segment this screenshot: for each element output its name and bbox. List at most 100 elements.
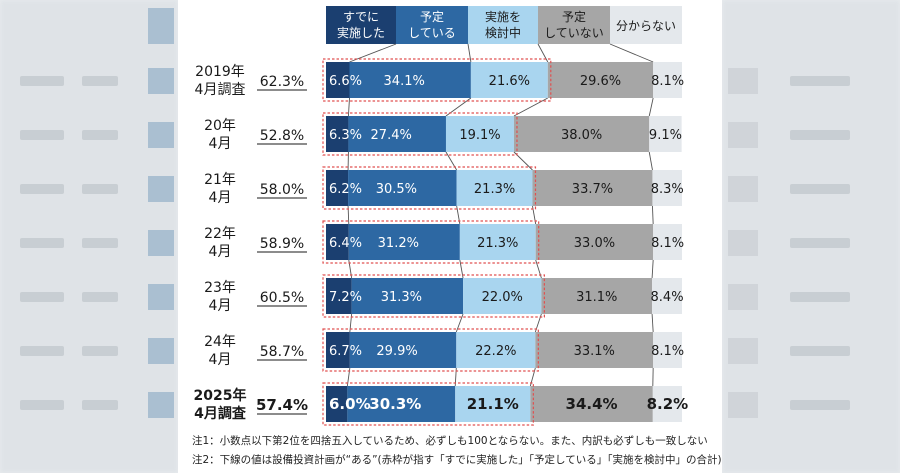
highlight-frame-4 xyxy=(322,274,545,318)
data-label-6-2: 21.1% xyxy=(467,395,519,413)
bar-4-series-0 xyxy=(326,278,352,314)
bar-0-series-2 xyxy=(470,62,548,98)
legend-label-1-line1: 予定 xyxy=(420,9,444,24)
bar-4-series-3 xyxy=(541,278,653,314)
ghost-text-right-1 xyxy=(790,130,850,140)
data-label-1-1: 27.4% xyxy=(371,128,412,143)
ghost-text-5 xyxy=(20,346,64,356)
bar-0-series-3 xyxy=(547,62,654,98)
chart-panel: すでに 実施した 予定 している 実施を 検討中 予定 していない 分からない 6.6% 34.1%… xyxy=(178,0,722,473)
bar-2-series-1 xyxy=(348,170,457,206)
data-label-5-1: 29.9% xyxy=(376,344,417,359)
ghost-bar-right-1 xyxy=(728,122,758,148)
total-label-0: 62.3% xyxy=(260,74,304,90)
data-label-3-0: 6.4% xyxy=(329,236,362,251)
ghost-bar-3 xyxy=(148,230,174,256)
legend-label-3-line1: 予定 xyxy=(562,9,586,24)
category-label-1-line2: 4月 xyxy=(209,136,232,152)
bar-5-series-0 xyxy=(326,332,350,368)
bar-4-series-2 xyxy=(463,278,542,314)
legend-swatch-1 xyxy=(396,6,468,44)
legend-label-4: 分からない xyxy=(616,19,676,33)
category-label-4-line1: 23年 xyxy=(204,280,236,296)
ghost-value-1 xyxy=(82,130,118,140)
bar-4-series-1 xyxy=(351,278,464,314)
total-label-6: 57.4% xyxy=(256,396,308,414)
ghost-text-right-3 xyxy=(790,238,850,248)
bar-4-series-4 xyxy=(652,278,682,314)
data-label-4-2: 22.0% xyxy=(482,290,523,305)
connector-line-1-4 xyxy=(648,151,653,171)
bar-1-series-3 xyxy=(513,116,650,152)
bar-0-series-4 xyxy=(653,62,682,98)
data-label-4-3: 31.1% xyxy=(576,290,617,305)
bar-3-series-3 xyxy=(535,224,654,260)
total-label-2: 58.0% xyxy=(260,182,304,198)
legend-label-0-line2: 実施した xyxy=(337,25,385,40)
ghost-text-6 xyxy=(20,400,64,410)
data-label-3-3: 33.0% xyxy=(574,236,615,251)
connector-line-0-3 xyxy=(513,97,548,117)
footnote-2: 注2：下線の値は設備投資計画が“ある”(赤枠が指す「すでに実施した」「予定してい… xyxy=(192,454,722,466)
category-label-2-line2: 4月 xyxy=(209,190,232,206)
data-label-6-4: 8.2% xyxy=(647,395,689,413)
ghost-bar-right-5 xyxy=(728,338,758,364)
bar-1-series-4 xyxy=(649,116,682,152)
ghost-bar-0 xyxy=(148,68,174,94)
data-label-3-2: 21.3% xyxy=(477,236,518,251)
data-label-2-2: 21.3% xyxy=(474,182,515,197)
highlight-frame-5 xyxy=(322,328,539,372)
bar-6-series-3 xyxy=(530,386,653,422)
data-label-1-3: 38.0% xyxy=(561,128,602,143)
ghost-legend-left xyxy=(148,8,174,44)
ghost-text-3 xyxy=(20,238,64,248)
data-label-4-1: 31.3% xyxy=(381,290,422,305)
data-label-1-0: 6.3% xyxy=(329,128,362,143)
bar-3-series-2 xyxy=(459,224,536,260)
connector-legend-1 xyxy=(349,43,397,63)
highlight-frame-6 xyxy=(322,382,534,426)
ghost-text-right-4 xyxy=(790,292,850,302)
category-label-3-line2: 4月 xyxy=(209,244,232,260)
category-label-5-line2: 4月 xyxy=(209,352,232,368)
category-label-6-line2: 4月調査 xyxy=(194,405,247,422)
ghost-value-0 xyxy=(82,76,118,86)
data-label-4-0: 7.2% xyxy=(329,290,362,305)
bar-6-series-4 xyxy=(652,386,682,422)
bar-5-series-2 xyxy=(456,332,536,368)
ghost-bar-6 xyxy=(148,392,174,418)
highlight-frame-0 xyxy=(322,58,552,102)
data-label-2-4: 8.3% xyxy=(651,182,684,197)
ghost-text-right-6 xyxy=(790,400,850,410)
ghost-text-right-5 xyxy=(790,346,850,356)
data-label-6-1: 30.3% xyxy=(369,395,421,413)
data-label-0-3: 29.6% xyxy=(580,74,621,89)
ghost-bar-right-0 xyxy=(728,68,758,94)
data-label-2-3: 33.7% xyxy=(572,182,613,197)
bar-6-series-0 xyxy=(326,386,348,422)
bar-2-series-3 xyxy=(532,170,653,206)
category-label-0-line2: 4月調査 xyxy=(195,82,246,98)
legend-label-1-line2: している xyxy=(408,26,456,40)
category-label-3-line1: 22年 xyxy=(204,226,236,242)
ghost-value-4 xyxy=(82,292,118,302)
ghost-text-0 xyxy=(20,76,64,86)
bar-5-series-1 xyxy=(349,332,457,368)
ghost-value-5 xyxy=(82,346,118,356)
bar-5-series-4 xyxy=(653,332,682,368)
ghost-text-right-2 xyxy=(790,184,850,194)
data-label-0-2: 21.6% xyxy=(489,74,530,89)
bar-1-series-0 xyxy=(326,116,349,152)
highlight-frame-1 xyxy=(322,112,518,156)
bar-3-series-4 xyxy=(653,224,682,260)
legend-label-2-line2: 検討中 xyxy=(485,25,521,40)
ghost-text-2 xyxy=(20,184,64,194)
data-label-0-4: 8.1% xyxy=(651,74,684,89)
ghost-bar-4 xyxy=(148,284,174,310)
data-label-2-1: 30.5% xyxy=(376,182,417,197)
ghost-bar-right-3 xyxy=(728,230,758,256)
connector-line-0-1 xyxy=(347,97,350,117)
connector-line-4-4 xyxy=(651,313,654,333)
data-label-3-4: 8.1% xyxy=(651,236,684,251)
